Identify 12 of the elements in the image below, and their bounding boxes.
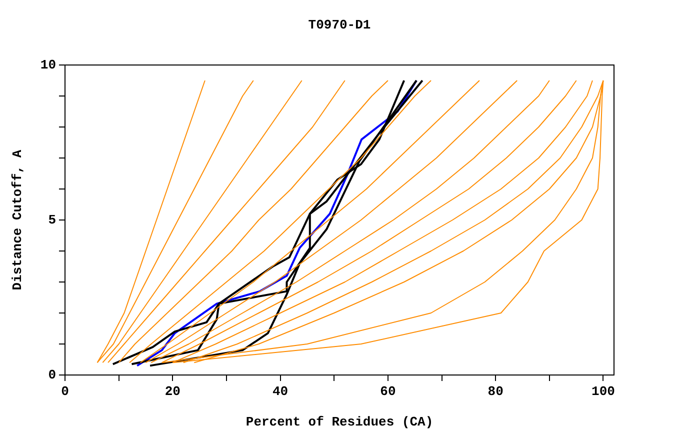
y-axis-title: Distance Cutoff, A [10, 150, 26, 290]
x-tick-label: 40 [272, 384, 288, 400]
x-tick-label: 100 [592, 384, 616, 400]
x-tick-label: 80 [488, 384, 504, 400]
x-tick-label: 20 [164, 384, 181, 400]
y-tick-label: 5 [48, 212, 56, 228]
x-tick-label: 0 [61, 384, 70, 400]
x-axis-title: Percent of Residues (CA) [246, 414, 434, 430]
y-tick-label: 0 [48, 367, 56, 382]
y-tick-label: 10 [40, 57, 56, 72]
chart-title: T0970-D1 [308, 17, 371, 32]
x-tick-label: 60 [380, 384, 396, 400]
